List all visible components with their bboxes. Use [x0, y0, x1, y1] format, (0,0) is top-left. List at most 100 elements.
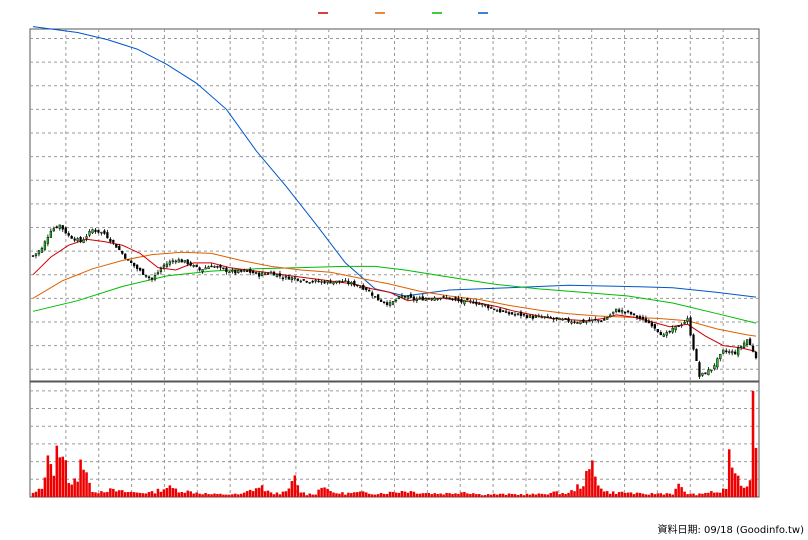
volume-bar — [162, 489, 166, 497]
volume-bar — [668, 493, 671, 497]
volume-bar — [659, 493, 663, 497]
volume-bar — [52, 475, 56, 497]
candle-body — [207, 266, 210, 269]
candle-body — [103, 230, 106, 234]
volume-bar — [394, 492, 398, 497]
candle-body — [501, 310, 505, 312]
volume-bar — [457, 493, 460, 497]
candle-body — [61, 225, 64, 230]
moving-average-lines — [32, 26, 757, 352]
volume-bar — [118, 490, 121, 497]
candle-body — [421, 296, 424, 301]
candle-body — [252, 270, 255, 274]
candle-body — [454, 297, 457, 300]
volume-bar — [623, 492, 627, 497]
candle-body — [376, 294, 380, 301]
volume-bar — [525, 493, 529, 497]
candle-body — [385, 302, 389, 305]
volume-bar — [573, 491, 576, 497]
candle-body — [516, 313, 520, 315]
volume-bar — [31, 492, 35, 497]
candle-body — [147, 276, 151, 279]
candle-body — [177, 259, 180, 263]
candle-body — [570, 321, 573, 324]
candle-body — [603, 319, 606, 321]
volume-bar — [400, 490, 404, 497]
volume-bar — [498, 493, 502, 497]
candle-body — [710, 369, 713, 372]
candle-body — [153, 275, 157, 280]
volume-bar — [308, 493, 311, 497]
volume-bar — [132, 492, 136, 497]
candle-body — [85, 236, 88, 239]
volume-bar — [120, 490, 124, 497]
candle-body — [659, 332, 662, 336]
volume-bar — [305, 495, 308, 497]
volume-bar — [361, 491, 365, 497]
candle-body — [719, 353, 722, 360]
candle-body — [579, 321, 582, 325]
candle-body — [412, 296, 415, 301]
candle-body — [290, 277, 293, 281]
volume-bar — [379, 492, 383, 497]
candle-body — [388, 302, 392, 306]
candle-body — [424, 298, 427, 301]
candle-body — [472, 301, 475, 304]
candlesticks — [31, 224, 758, 379]
volume-bar — [531, 493, 535, 497]
volume-bar — [632, 494, 636, 497]
candle-body — [698, 362, 701, 377]
candle-body — [263, 273, 267, 275]
candle-body — [644, 318, 648, 323]
candle-body — [141, 268, 145, 275]
candle-body — [668, 330, 671, 333]
candle-body — [222, 267, 225, 270]
candle-body — [344, 280, 347, 282]
volume-bar — [605, 491, 609, 497]
candle-body — [510, 312, 514, 315]
candle-body — [742, 342, 746, 349]
volume-bar — [713, 492, 716, 497]
volume-panel — [29, 381, 760, 498]
volume-bar — [504, 494, 508, 497]
volume-bar — [501, 493, 505, 497]
volume-bar — [466, 493, 469, 497]
volume-bar — [213, 493, 216, 497]
volume-bar — [287, 488, 291, 497]
volume-bar — [82, 469, 85, 497]
volume-bar — [549, 492, 552, 497]
candle-body — [656, 329, 659, 332]
candle-body — [82, 239, 85, 244]
candle-body — [335, 280, 338, 284]
volume-bar — [591, 460, 594, 497]
data-source-footer: 資料日期: 09/18 (Goodinfo.tw) — [657, 523, 804, 536]
candle-body — [552, 318, 555, 320]
volume-bar — [189, 491, 192, 497]
volume-bar — [332, 492, 335, 497]
candle-body — [195, 264, 198, 268]
candle-body — [695, 349, 698, 361]
volume-bar — [722, 488, 725, 497]
candle-body — [522, 313, 526, 316]
candle-body — [171, 260, 174, 263]
volume-bar — [602, 491, 606, 497]
candle-body — [677, 325, 680, 327]
volume-bar — [97, 493, 100, 497]
volume-bar — [263, 491, 267, 497]
candle-body — [594, 318, 597, 321]
candle-body — [531, 315, 534, 319]
volume-bar — [445, 492, 448, 497]
candle-body — [174, 260, 177, 263]
candle-body — [418, 297, 421, 299]
candle-body — [249, 269, 252, 273]
candle-body — [204, 267, 207, 270]
volume-bar — [248, 489, 252, 497]
volume-bar — [168, 485, 172, 497]
candle-body — [371, 292, 374, 296]
candle-body — [463, 299, 466, 305]
volume-bar — [126, 492, 130, 497]
candle-body — [629, 311, 633, 315]
volume-bar — [240, 493, 243, 497]
volume-bar — [745, 486, 749, 497]
candle-body — [255, 272, 258, 274]
